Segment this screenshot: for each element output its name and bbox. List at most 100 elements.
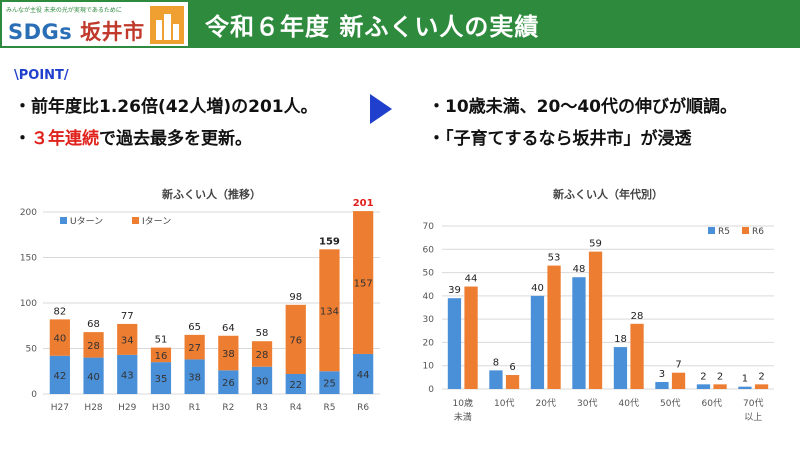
bar — [655, 382, 669, 389]
bar-segment — [83, 332, 104, 358]
x-tick-label: H27 — [51, 403, 69, 413]
bar-value-label: 7 — [675, 360, 681, 371]
x-tick-label: R6 — [357, 403, 369, 413]
segment-value-label: 30 — [256, 376, 269, 387]
bullet-right-2: ・「子育てするなら坂井市」が浸透 — [428, 129, 692, 149]
bar-segment — [150, 362, 172, 394]
bar-value-label: 44 — [465, 274, 478, 285]
header-bar: みんなが主役 未来の光が実現であるために SDGs 坂井市 令和６年度 新ふくい… — [0, 0, 800, 48]
bar — [588, 251, 603, 389]
bar — [530, 295, 545, 389]
segment-value-label: 27 — [188, 343, 201, 354]
bar-segment — [150, 347, 172, 363]
bar — [738, 386, 752, 389]
total-label: 201 — [353, 198, 374, 209]
y-tick-label: 200 — [20, 208, 37, 218]
x-tick-label: 20代 — [536, 398, 556, 409]
total-label: 64 — [222, 323, 235, 334]
bar-segment — [353, 211, 374, 354]
chart-title: 新ふくい人（推移） — [162, 187, 261, 201]
legend-label: Iターン — [142, 216, 171, 227]
bar — [464, 286, 478, 389]
total-label: 82 — [53, 306, 66, 317]
bar-segment — [117, 323, 138, 355]
segment-value-label: 34 — [121, 335, 134, 346]
legend-swatch — [132, 217, 139, 224]
segment-value-label: 42 — [53, 371, 66, 382]
segment-value-label: 25 — [323, 379, 336, 390]
y-tick-label: 70 — [423, 222, 435, 232]
bar-segment — [319, 371, 340, 394]
bar-value-label: 59 — [589, 239, 602, 250]
x-tick-label: R3 — [256, 403, 268, 413]
bar-segment — [218, 370, 239, 394]
x-tick-label: 30代 — [577, 398, 597, 409]
logo-tagline: みんなが主役 未来の光が実現であるために — [6, 7, 122, 14]
logo-sdgs-text: SDGs — [8, 20, 73, 44]
bar-segment — [251, 341, 273, 367]
y-tick-label: 60 — [423, 245, 435, 255]
bar — [671, 372, 686, 389]
bar — [447, 298, 462, 389]
bar-value-label: 3 — [659, 369, 665, 380]
bar-value-label: 6 — [509, 362, 515, 373]
total-label: 58 — [256, 328, 269, 339]
y-tick-label: 30 — [423, 315, 435, 325]
x-tick-label: H29 — [118, 403, 136, 413]
bar-segment — [285, 304, 306, 374]
y-tick-label: 20 — [423, 338, 435, 348]
segment-value-label: 43 — [121, 370, 134, 381]
grouped-bar-chart: 新ふくい人（年代別） 0 10 20 30 40 50 60 70 39 44 10歳未満 8 6 10代 4… — [423, 187, 774, 423]
logo-wordmark: SDGs 坂井市 — [8, 16, 145, 46]
sdgs-sakai-logo: みんなが主役 未来の光が実現であるために SDGs 坂井市 — [2, 2, 188, 46]
bar-segment — [218, 335, 239, 371]
bar-value-label: 39 — [448, 285, 461, 296]
x-tick-label: 70代 — [743, 398, 763, 409]
bar-value-label: 28 — [631, 311, 644, 322]
x-tick-label: 40代 — [619, 398, 639, 409]
bar — [713, 384, 727, 389]
segment-value-label: 76 — [289, 335, 302, 346]
bar — [505, 375, 520, 389]
bar-segment — [184, 359, 205, 394]
total-label: 65 — [188, 322, 201, 333]
bar-value-label: 8 — [493, 357, 499, 368]
segment-value-label: 28 — [87, 341, 100, 352]
bar-value-label: 48 — [573, 264, 586, 275]
segment-value-label: 16 — [155, 351, 168, 362]
bar-value-label: 2 — [700, 371, 706, 382]
bar-value-label: 2 — [717, 371, 723, 382]
bar-segment — [251, 366, 273, 394]
x-tick-label: 10代 — [494, 398, 514, 409]
x-tick-label: 50代 — [660, 398, 680, 409]
legend-swatch — [708, 227, 715, 234]
bar-segment — [184, 334, 205, 360]
segment-value-label: 28 — [256, 350, 269, 361]
stacked-bar-chart: 新ふくい人（推移） 0 50 100 150 200 42 40 82 H27 40 28 68 H28 4… — [20, 187, 380, 413]
segment-value-label: 35 — [155, 374, 168, 385]
segment-value-label: 26 — [222, 378, 235, 389]
x-tick-label: H28 — [84, 403, 102, 413]
bar-value-label: 18 — [614, 334, 627, 345]
bullet-prefix: ・ — [14, 129, 31, 149]
bullet-suffix: で過去最多を更新。 — [99, 129, 252, 149]
bar — [630, 323, 644, 389]
total-label: 77 — [121, 311, 134, 322]
segment-value-label: 44 — [357, 370, 370, 381]
bar — [547, 265, 561, 389]
y-tick-label: 50 — [26, 345, 38, 355]
segment-value-label: 134 — [320, 306, 339, 317]
bar — [696, 384, 711, 389]
legend-swatch — [742, 227, 749, 234]
building-icon — [156, 14, 179, 40]
bar-value-label: 2 — [758, 371, 764, 382]
bar-segment — [49, 355, 70, 394]
x-tick-label: 60代 — [702, 398, 722, 409]
legend-label: R5 — [718, 227, 730, 237]
right-arrow-icon — [370, 94, 392, 124]
x-tick-label: R1 — [189, 403, 201, 413]
bar — [489, 370, 503, 389]
chart-title: 新ふくい人（年代別） — [553, 187, 663, 201]
point-label: \POINT/ — [14, 68, 69, 83]
x-tick-label: R4 — [290, 403, 302, 413]
